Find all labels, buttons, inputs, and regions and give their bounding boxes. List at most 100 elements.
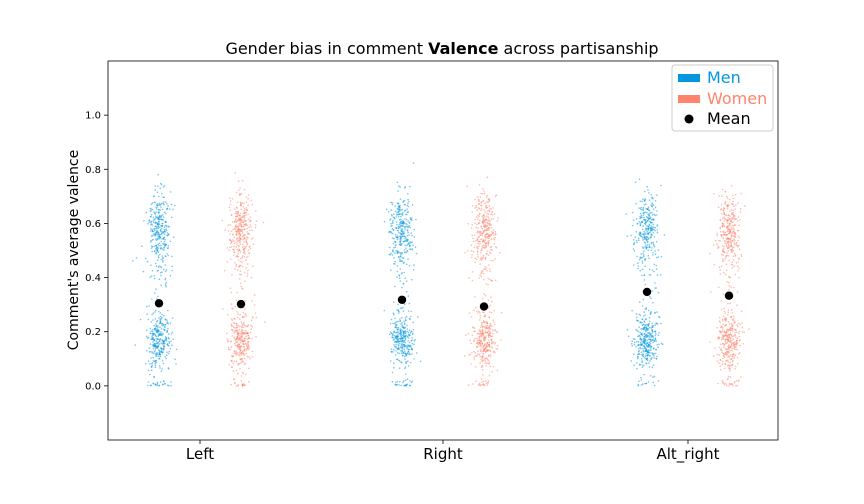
data-point (234, 327, 236, 329)
data-point (729, 368, 731, 371)
data-point (486, 221, 489, 224)
data-point (651, 339, 654, 341)
data-point (474, 207, 476, 209)
data-point (639, 232, 642, 234)
data-point (243, 321, 245, 324)
data-point (719, 240, 721, 242)
data-point (155, 353, 158, 356)
data-point (250, 276, 253, 279)
data-point (652, 302, 654, 304)
data-point (154, 234, 156, 237)
data-point (648, 331, 650, 334)
data-point (653, 340, 655, 342)
data-point (488, 220, 491, 222)
data-point (724, 214, 727, 217)
data-point (230, 359, 232, 362)
data-point (467, 384, 470, 386)
data-point (410, 217, 413, 219)
data-point (255, 336, 257, 338)
data-point (243, 216, 246, 219)
data-point (154, 362, 156, 364)
data-point (393, 334, 396, 337)
data-point (641, 305, 644, 307)
data-point (150, 369, 153, 372)
data-point (479, 240, 481, 243)
data-point (155, 323, 157, 325)
data-point (406, 204, 409, 207)
data-point (491, 325, 493, 327)
data-point (474, 198, 476, 201)
data-point (160, 206, 162, 208)
data-point (645, 233, 647, 235)
data-point (392, 229, 395, 231)
data-point (735, 346, 737, 349)
data-point (154, 233, 156, 236)
data-point (243, 316, 246, 318)
data-point (250, 324, 252, 327)
data-point (472, 237, 474, 240)
data-point (638, 239, 640, 241)
data-point (147, 381, 150, 383)
data-point (239, 282, 242, 285)
data-point (161, 255, 164, 257)
data-point (642, 315, 645, 317)
data-point (722, 258, 724, 260)
data-point (484, 211, 487, 213)
data-point (724, 353, 726, 356)
y-axis: 0.00.20.40.60.81.0 (85, 111, 108, 392)
data-point (721, 343, 724, 345)
data-point (247, 340, 249, 343)
data-point (170, 216, 173, 219)
data-point (724, 242, 726, 244)
data-point (166, 384, 169, 387)
data-point (169, 348, 172, 350)
data-point (653, 245, 656, 248)
data-point (245, 224, 248, 226)
data-point (246, 333, 248, 335)
data-point (475, 239, 477, 242)
jitter-points (132, 162, 750, 387)
data-point (648, 341, 651, 344)
data-point (487, 380, 490, 382)
data-point (165, 255, 167, 258)
data-point (656, 225, 658, 227)
data-point (230, 230, 233, 233)
data-point (165, 336, 167, 338)
data-point (728, 246, 730, 249)
data-point (648, 243, 651, 246)
data-point (150, 330, 152, 332)
data-point (155, 335, 158, 338)
data-point (150, 230, 152, 232)
data-point (641, 274, 643, 277)
data-point (153, 229, 156, 232)
data-point (486, 341, 489, 344)
data-point (654, 312, 656, 314)
data-point (244, 271, 246, 274)
data-point (730, 286, 732, 288)
data-point (486, 332, 489, 334)
data-point (250, 199, 252, 202)
data-point (725, 226, 728, 229)
data-point (241, 322, 243, 325)
data-point (725, 324, 727, 327)
data-point (241, 316, 244, 319)
data-point (163, 348, 165, 351)
data-point (243, 237, 245, 240)
data-point (156, 227, 158, 230)
data-point (132, 260, 134, 262)
data-point (644, 355, 647, 357)
data-point (725, 383, 727, 385)
data-point (731, 224, 734, 227)
data-point (651, 356, 653, 359)
data-point (160, 347, 162, 349)
data-point (162, 341, 165, 343)
data-point (476, 342, 478, 344)
data-point (649, 231, 651, 233)
data-point (153, 332, 156, 335)
data-point (245, 256, 248, 259)
data-point (472, 383, 474, 385)
data-point (408, 341, 411, 344)
data-point (157, 255, 160, 257)
data-point (406, 249, 408, 252)
data-point (726, 335, 729, 337)
